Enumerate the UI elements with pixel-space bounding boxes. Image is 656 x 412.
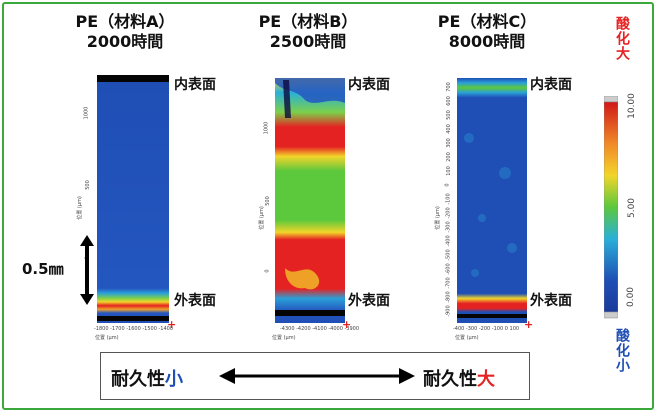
- panel-a-origin-marker: +: [167, 318, 177, 331]
- colorbar: [604, 96, 618, 319]
- panel-c-y-axis-label: 位置 (μm): [434, 206, 441, 230]
- panel-b-title-material: PE（材料B）: [258, 12, 358, 31]
- colorbar-scale: [604, 101, 618, 313]
- panel-a-heatmap: [97, 75, 169, 323]
- outer-surface-label-a: 外表面: [174, 293, 216, 309]
- durability-low: 耐久性小: [111, 365, 183, 391]
- scale-label: 0.5㎜: [22, 260, 64, 278]
- panel-b-origin-marker: +: [342, 318, 352, 331]
- panel-c-x-axis-label: 位置 (μm): [455, 335, 479, 341]
- panel-a-y-tick-1000: 1000: [83, 106, 90, 120]
- panel-c-title: PE（材料C） 8000時間: [422, 12, 552, 52]
- panel-c-y-tick: 0: [444, 183, 451, 187]
- inner-surface-label-c: 内表面: [530, 77, 572, 93]
- panel-c-y-tick: 200: [445, 152, 452, 162]
- panel-c-y-tick: -400: [445, 235, 452, 247]
- colorbar-top-cap: [604, 96, 618, 103]
- colorbar-low-label: 酸化小: [614, 328, 630, 373]
- panel-b-x-axis-label: 位置 (μm): [272, 335, 296, 341]
- inner-surface-label-a: 内表面: [174, 77, 216, 93]
- colorbar-tick-high: 10.00: [626, 93, 637, 119]
- panel-b-y-axis-label: 位置 (μm): [258, 206, 265, 230]
- panel-b-y-tick-1000: 1000: [263, 121, 270, 135]
- panel-c-x-ticks: -400 -300 -200 -100 0 100: [453, 326, 520, 332]
- durability-high: 耐久性大: [423, 365, 495, 391]
- panel-c-y-tick: 100: [445, 166, 452, 176]
- panel-c-y-tick: -600: [445, 263, 452, 275]
- panel-c-oxidation-map: [457, 78, 527, 323]
- panel-b-top-blue-patch: [275, 78, 345, 103]
- panel-b-outer-edge: [275, 310, 345, 316]
- durability-low-value: 小: [165, 369, 183, 390]
- panel-a-title: PE（材料A） 2000時間: [60, 12, 190, 52]
- panel-a-inner-edge: [97, 75, 169, 82]
- colorbar-tick-low: 0.00: [626, 286, 637, 308]
- panel-a-title-hours: 2000時間: [86, 32, 164, 51]
- panel-c-y-tick: 500: [445, 110, 452, 120]
- colorbar-tick-mid: 5.00: [627, 197, 638, 219]
- panel-b-yellow-blob: [285, 268, 320, 290]
- panel-a-y-tick-500: 500: [84, 180, 91, 190]
- panel-a-outer-edge: [97, 316, 169, 321]
- durability-high-prefix: 耐久性: [423, 369, 477, 390]
- panel-c-y-tick: -800: [445, 291, 452, 303]
- panel-c-outer-edge: [457, 314, 527, 318]
- panel-b-title-hours: 2500時間: [269, 32, 347, 51]
- scale-arrow: [80, 235, 94, 305]
- panel-a-y-axis-label: 位置 (μm): [76, 196, 83, 220]
- panel-c-texture: [464, 133, 517, 277]
- panel-c-y-tick: -700: [445, 277, 452, 289]
- durability-high-value: 大: [477, 369, 495, 390]
- panel-c-origin-marker: +: [524, 318, 534, 331]
- panel-b-dark-streak: [283, 80, 291, 118]
- panel-b-y-tick-0: 0: [264, 269, 271, 273]
- panel-c-y-tick: -300: [445, 221, 452, 233]
- outer-surface-label-c: 外表面: [530, 293, 572, 309]
- panel-a-oxidation-map: [97, 75, 169, 323]
- durability-low-prefix: 耐久性: [111, 369, 165, 390]
- panel-b-heatmap: [275, 78, 345, 323]
- panel-a-x-axis-label: 位置 (μm): [95, 335, 119, 341]
- panel-b-x-ticks: -4300 -4200 -4100 -4000 -3900: [280, 326, 360, 332]
- panel-c-y-tick: -500: [445, 249, 452, 261]
- panel-c-title-hours: 8000時間: [448, 32, 526, 51]
- panel-c-y-tick: 700: [445, 82, 452, 92]
- outer-surface-label-b: 外表面: [348, 293, 390, 309]
- panel-c-y-tick: -200: [445, 207, 452, 219]
- panel-a-title-material: PE（材料A）: [75, 12, 175, 31]
- colorbar-high-label: 酸化大: [614, 16, 630, 61]
- durability-arrow: [219, 368, 415, 384]
- panel-b-title: PE（材料B） 2500時間: [243, 12, 373, 52]
- panel-c-y-tick: -900: [445, 305, 452, 317]
- panel-a-x-ticks: -1800 -1700 -1600 -1500 -1400: [94, 326, 174, 332]
- panel-b-y-tick-500: 500: [264, 196, 271, 206]
- panel-c-title-material: PE（材料C）: [437, 12, 537, 31]
- panel-c-y-ticks: 700 600 500 400 300 200 100 0 -100 -200 …: [444, 80, 456, 320]
- panel-c-y-tick: 600: [445, 96, 452, 106]
- inner-surface-label-b: 内表面: [348, 77, 390, 93]
- panel-c-y-tick: -100: [445, 193, 452, 205]
- colorbar-bottom-cap: [604, 311, 618, 319]
- panel-c-y-tick: 400: [445, 124, 452, 134]
- panel-c-y-tick: 300: [445, 138, 452, 148]
- panel-c-heatmap: [457, 78, 527, 323]
- durability-scale: 耐久性小 耐久性大: [100, 352, 530, 400]
